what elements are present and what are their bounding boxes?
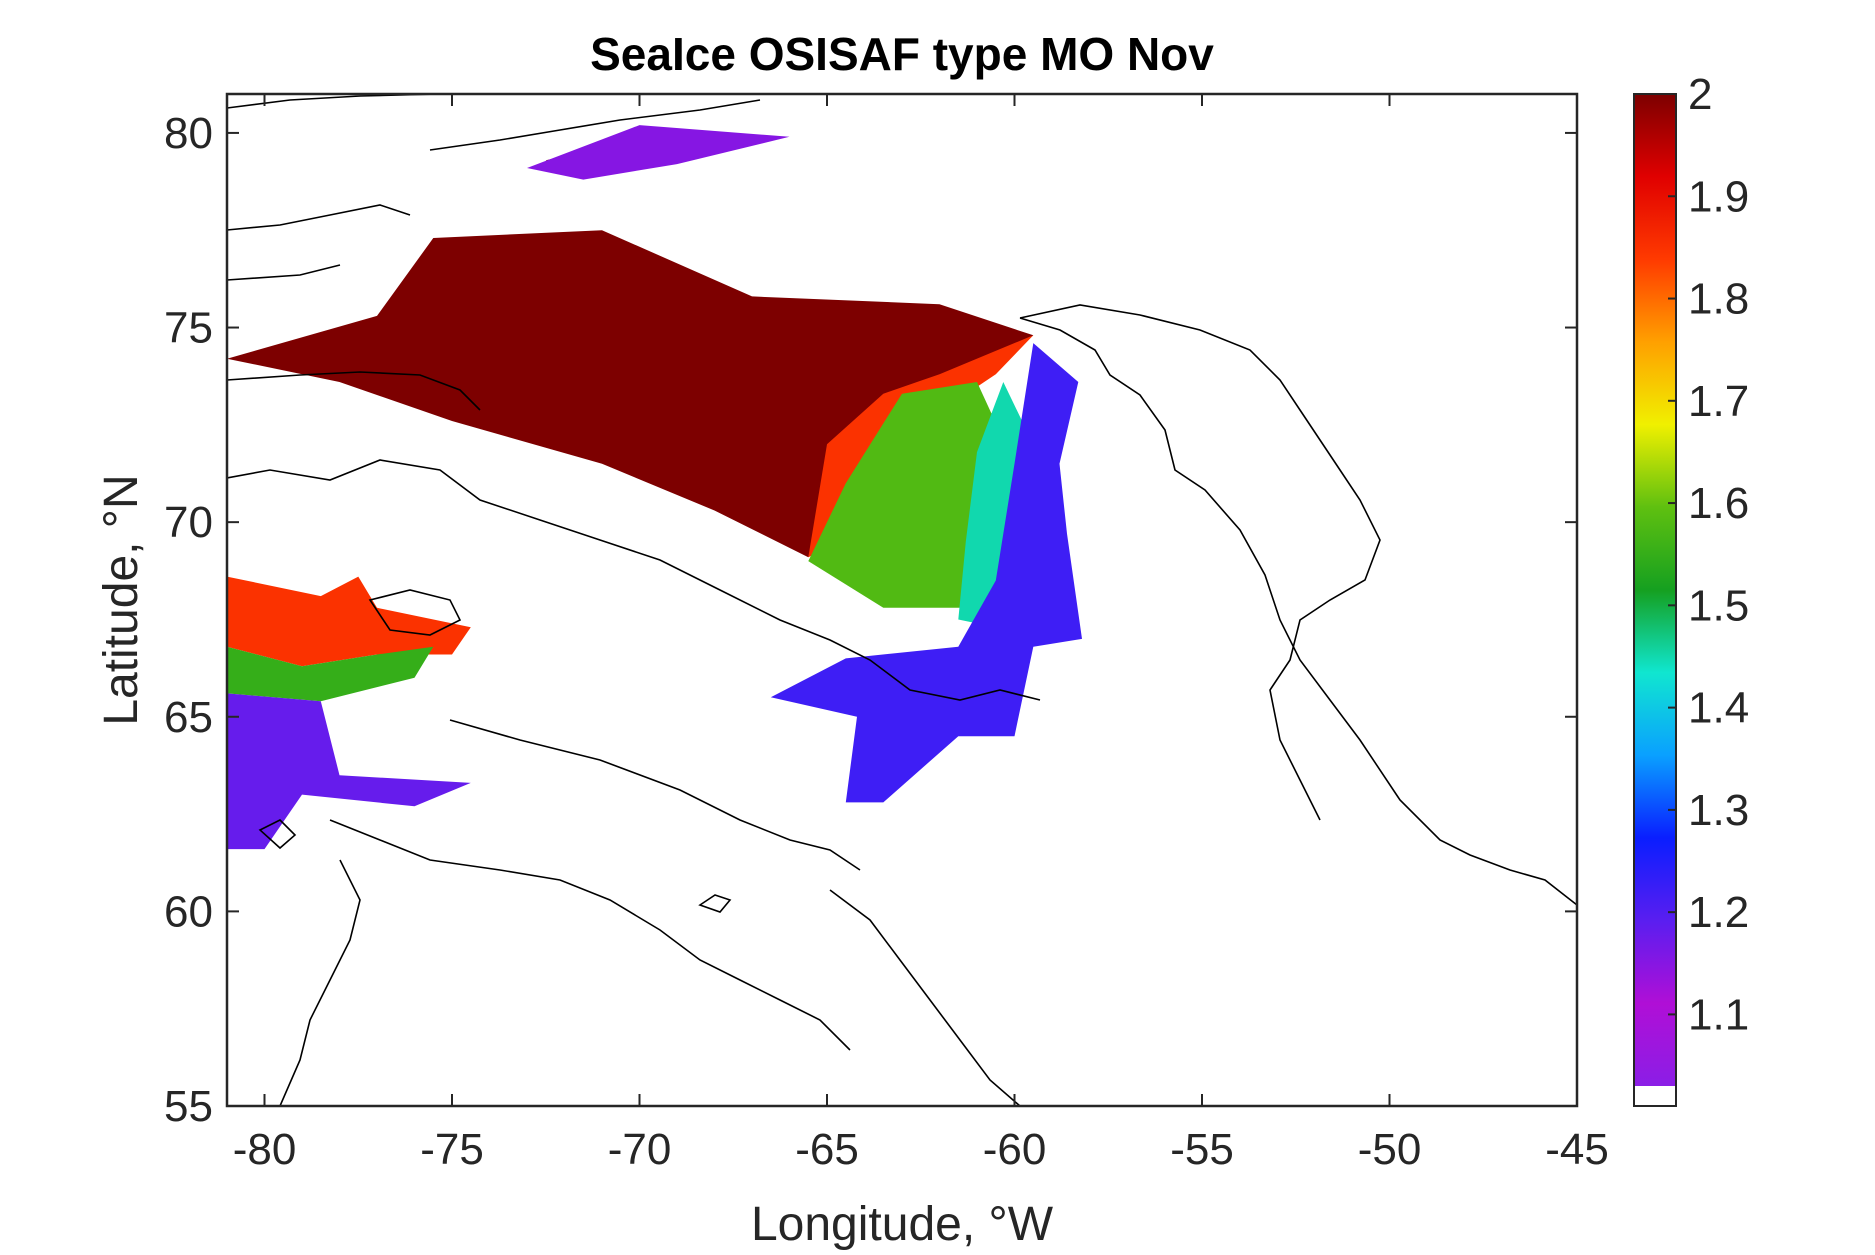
- coastline-greenland-west: [1019, 304, 1381, 821]
- colorbar-gradient: [1634, 94, 1676, 1086]
- coastline-baffin-island: [227, 459, 1041, 701]
- colorbar-tick-label: 1.9: [1688, 172, 1749, 221]
- colorbar-tick-label: 1.8: [1688, 275, 1749, 324]
- y-tick-label: 65: [164, 693, 213, 742]
- coastline-devon-island: [227, 204, 411, 281]
- colorbar-tick-label: 1.6: [1688, 479, 1749, 528]
- coastline-baffin-south: [449, 719, 861, 871]
- colorbar-ticks: 1.1 1.2 1.3 1.4 1.5 1.6 1.7 1.8 1.9 2: [1668, 70, 1749, 1039]
- colorbar-tick-label: 2: [1688, 70, 1712, 119]
- colorbar-tick-label: 1.3: [1688, 786, 1749, 835]
- coastline-mansel: [258, 819, 297, 850]
- x-tick-label: -70: [608, 1125, 672, 1174]
- ice-region: [770, 343, 1082, 803]
- ice-region: [227, 693, 471, 850]
- ice-region: [227, 576, 471, 667]
- x-tick-label: -45: [1545, 1125, 1609, 1174]
- x-tick-label: -50: [1358, 1125, 1422, 1174]
- colorbar-tick-label: 1.7: [1688, 377, 1749, 426]
- coastline-hudson-strait: [329, 819, 851, 1051]
- plot-frame: [225, 92, 1579, 1108]
- colorbar-tick-label: 1.1: [1688, 990, 1749, 1039]
- ice-region: [527, 125, 790, 180]
- x-tick-label: -55: [1170, 1125, 1234, 1174]
- x-tick-label: -75: [420, 1125, 484, 1174]
- coastline-greenland: [1019, 317, 1577, 906]
- coastline-southampton: [368, 589, 462, 636]
- x-axis-label: Longitude, °W: [751, 1198, 1054, 1250]
- colorbar-tick-label: 1.5: [1688, 581, 1749, 630]
- colorbar-below-range-swatch: [1634, 1086, 1676, 1106]
- y-tick-label: 75: [164, 304, 213, 353]
- chart-title: SeaIce OSISAF type MO Nov: [590, 28, 1214, 80]
- colorbar-tick-label: 1.4: [1688, 684, 1749, 733]
- y-tick-label: 70: [164, 498, 213, 547]
- coastline-akpatok: [698, 894, 732, 913]
- colorbar-frame: [1633, 93, 1677, 1107]
- colorbar-tick-label: 1.2: [1688, 888, 1749, 937]
- x-tick-label: -65: [795, 1125, 859, 1174]
- coastline-labrador: [829, 889, 1021, 1106]
- coastline-bylot-island: [227, 371, 481, 411]
- y-tick-label: 80: [164, 109, 213, 158]
- x-tick-label: -80: [233, 1125, 297, 1174]
- coastline-layer: [227, 94, 1577, 1106]
- ice-region: [808, 382, 1015, 608]
- y-axis: 55 60 65 70 75 80: [164, 109, 1577, 1131]
- y-axis-label: Latitude, °N: [95, 474, 148, 725]
- y-tick-label: 55: [164, 1082, 213, 1131]
- y-tick-label: 60: [164, 887, 213, 936]
- x-tick-label: -60: [983, 1125, 1047, 1174]
- ice-field-layer: [227, 125, 1082, 850]
- ice-region: [227, 646, 434, 702]
- x-axis: -80 -75 -70 -65 -60 -55 -50 -45: [233, 94, 1609, 1174]
- coastline-ungava: [279, 859, 361, 1106]
